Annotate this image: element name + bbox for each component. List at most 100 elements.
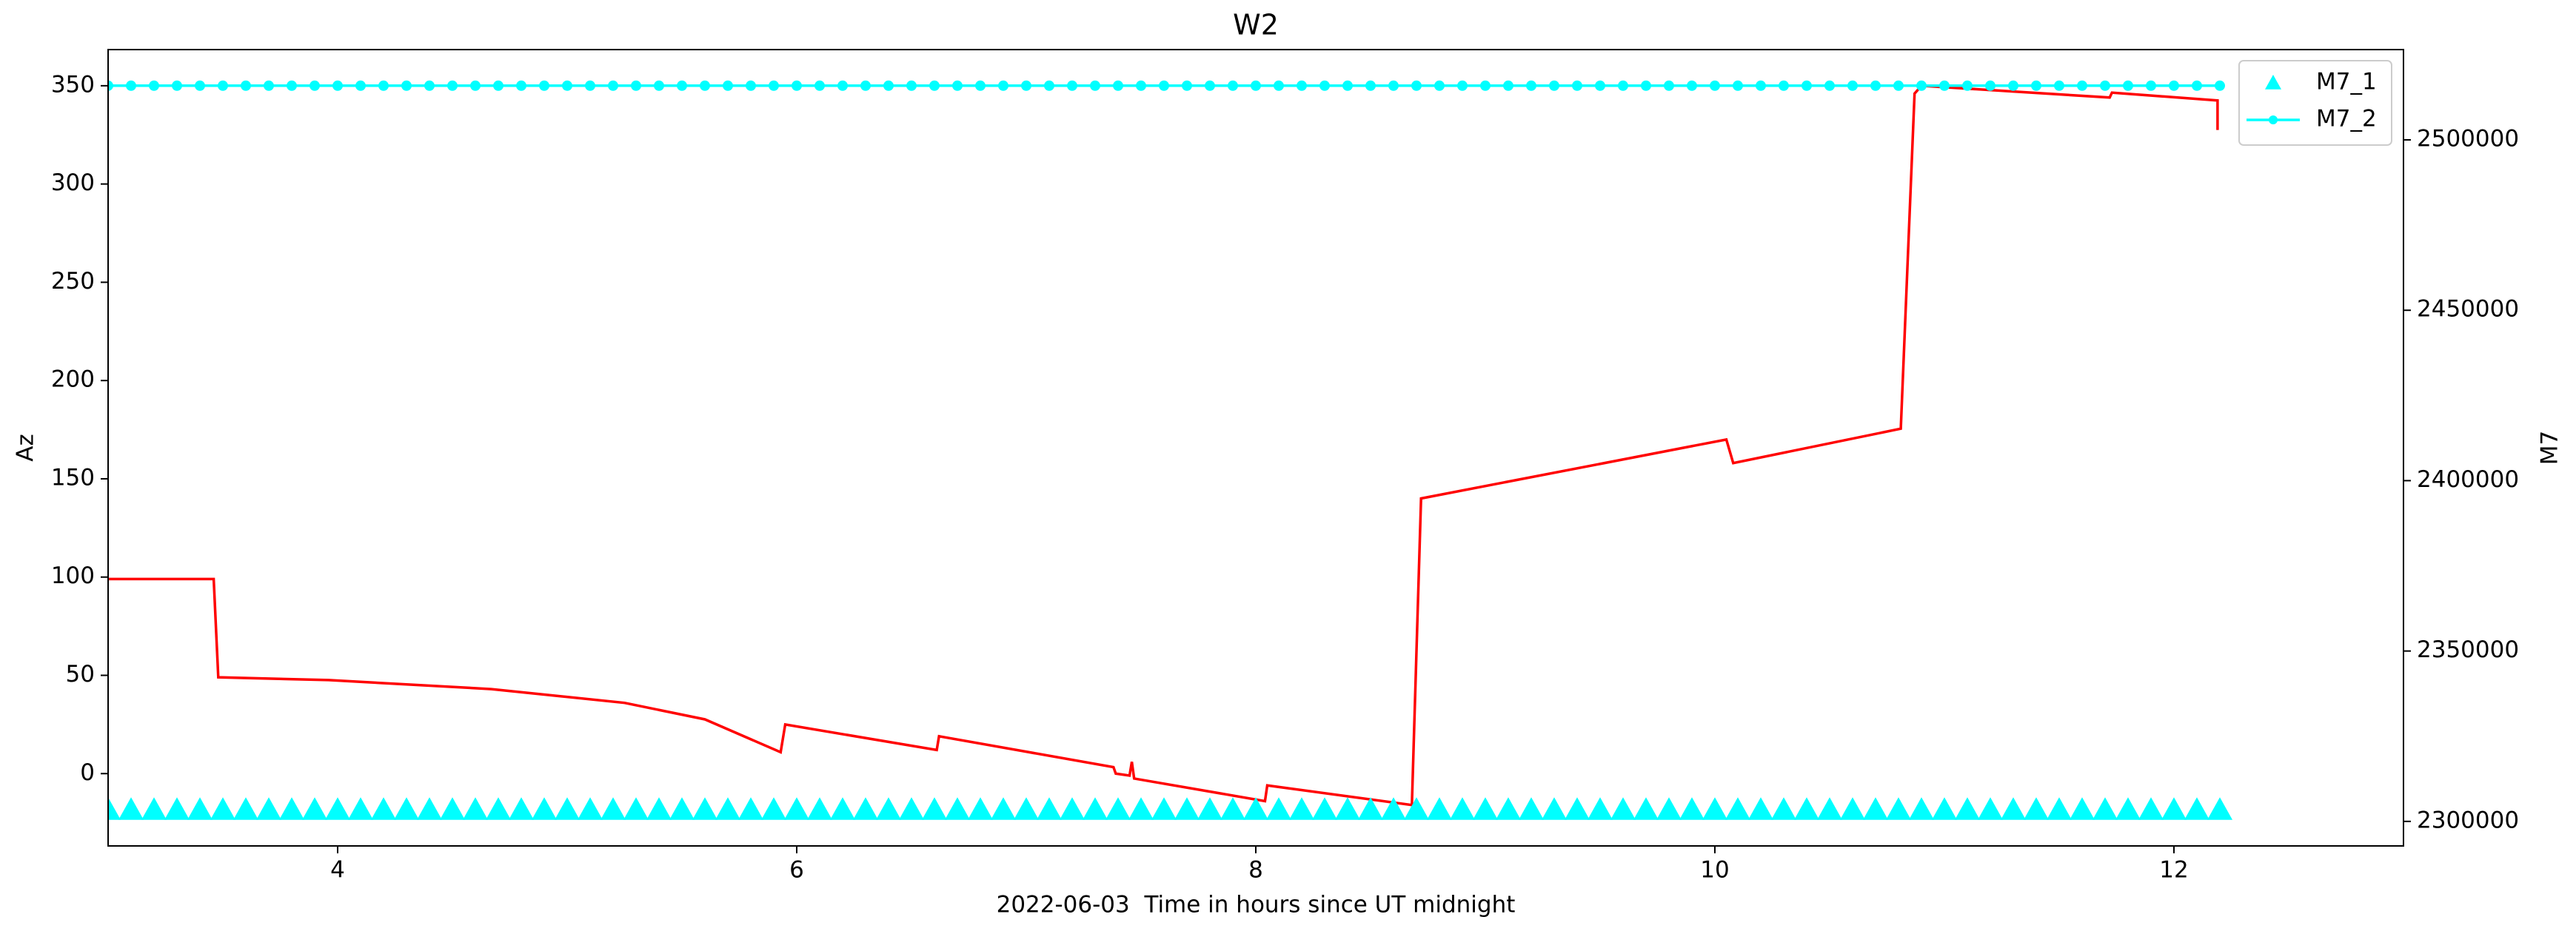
marker bbox=[1342, 80, 1353, 91]
marker bbox=[692, 797, 717, 820]
marker bbox=[1542, 797, 1567, 820]
plot-area bbox=[108, 80, 2232, 820]
marker bbox=[371, 797, 396, 820]
marker bbox=[539, 80, 549, 91]
marker bbox=[1664, 80, 1674, 91]
marker bbox=[784, 797, 809, 820]
marker bbox=[218, 80, 228, 91]
marker bbox=[233, 797, 258, 820]
marker bbox=[509, 797, 534, 820]
marker bbox=[830, 797, 855, 820]
marker bbox=[2215, 80, 2225, 91]
marker bbox=[187, 797, 213, 820]
marker bbox=[654, 80, 664, 91]
marker bbox=[108, 797, 121, 820]
marker bbox=[853, 797, 878, 820]
x-axis-label: 2022-06-03 Time in hours since UT midnig… bbox=[997, 892, 1516, 918]
marker bbox=[1128, 797, 1154, 820]
marker bbox=[1205, 80, 1215, 91]
marker bbox=[2123, 80, 2133, 91]
marker bbox=[1388, 80, 1399, 91]
marker bbox=[1365, 80, 1376, 91]
marker bbox=[1228, 80, 1238, 91]
x-tick-label: 10 bbox=[1700, 857, 1729, 884]
marker bbox=[1702, 797, 1727, 820]
y-tick-label: 100 bbox=[51, 562, 95, 589]
marker bbox=[1756, 80, 1766, 91]
marker bbox=[883, 80, 894, 91]
marker bbox=[172, 80, 182, 91]
marker bbox=[2207, 797, 2232, 820]
y2-tick-label: 2300000 bbox=[2417, 807, 2519, 833]
marker bbox=[2031, 80, 2041, 91]
marker bbox=[1297, 80, 1307, 91]
marker bbox=[2184, 797, 2209, 820]
marker bbox=[1136, 80, 1146, 91]
y-tick-label: 300 bbox=[51, 169, 95, 196]
marker bbox=[1182, 80, 1192, 91]
marker bbox=[1174, 797, 1200, 820]
y2-axis-label: M7 bbox=[2537, 431, 2563, 465]
marker bbox=[738, 797, 763, 820]
marker bbox=[1710, 80, 1720, 91]
marker bbox=[332, 80, 343, 91]
y-axis-label: Az bbox=[13, 434, 39, 461]
marker bbox=[486, 797, 511, 820]
marker bbox=[608, 80, 618, 91]
marker bbox=[1289, 797, 1314, 820]
marker bbox=[1847, 80, 1858, 91]
y2-tick-label: 2400000 bbox=[2417, 466, 2519, 493]
marker bbox=[1335, 797, 1360, 820]
marker bbox=[1457, 80, 1468, 91]
marker bbox=[669, 797, 695, 820]
marker bbox=[302, 797, 327, 820]
marker bbox=[1748, 797, 1773, 820]
marker bbox=[723, 80, 733, 91]
marker bbox=[1251, 80, 1261, 91]
marker bbox=[623, 797, 649, 820]
marker bbox=[2077, 80, 2087, 91]
marker bbox=[401, 80, 412, 91]
y-tick-label: 0 bbox=[80, 759, 95, 786]
marker bbox=[1312, 797, 1337, 820]
axes-frame bbox=[107, 49, 2404, 847]
marker bbox=[2169, 80, 2179, 91]
marker bbox=[1060, 797, 1085, 820]
marker bbox=[1794, 797, 1819, 820]
marker bbox=[1633, 797, 1659, 820]
marker bbox=[922, 797, 947, 820]
marker bbox=[1044, 80, 1054, 91]
marker bbox=[470, 80, 481, 91]
y-tick-label: 150 bbox=[51, 464, 95, 491]
marker bbox=[1274, 80, 1284, 91]
chart-title: W2 bbox=[1233, 9, 1279, 41]
marker bbox=[998, 80, 1008, 91]
marker bbox=[2070, 797, 2095, 820]
marker bbox=[1588, 797, 1613, 820]
marker bbox=[1955, 797, 1980, 820]
marker bbox=[600, 797, 626, 820]
marker bbox=[440, 797, 465, 820]
marker bbox=[631, 80, 641, 91]
marker bbox=[952, 80, 963, 91]
marker bbox=[1159, 80, 1169, 91]
marker bbox=[378, 80, 389, 91]
marker bbox=[1687, 80, 1697, 91]
marker bbox=[1480, 80, 1491, 91]
marker bbox=[769, 80, 779, 91]
marker bbox=[1978, 797, 2003, 820]
marker bbox=[447, 80, 458, 91]
marker bbox=[310, 80, 320, 91]
marker bbox=[807, 797, 832, 820]
marker bbox=[1151, 797, 1177, 820]
marker bbox=[463, 797, 488, 820]
y-tick-label: 200 bbox=[51, 366, 95, 393]
marker bbox=[1893, 80, 1904, 91]
x-tick-label: 4 bbox=[330, 857, 345, 884]
marker bbox=[126, 80, 136, 91]
marker bbox=[991, 797, 1016, 820]
x-tick-label: 6 bbox=[789, 857, 804, 884]
marker bbox=[1266, 797, 1291, 820]
marker bbox=[906, 80, 917, 91]
marker bbox=[149, 80, 159, 91]
